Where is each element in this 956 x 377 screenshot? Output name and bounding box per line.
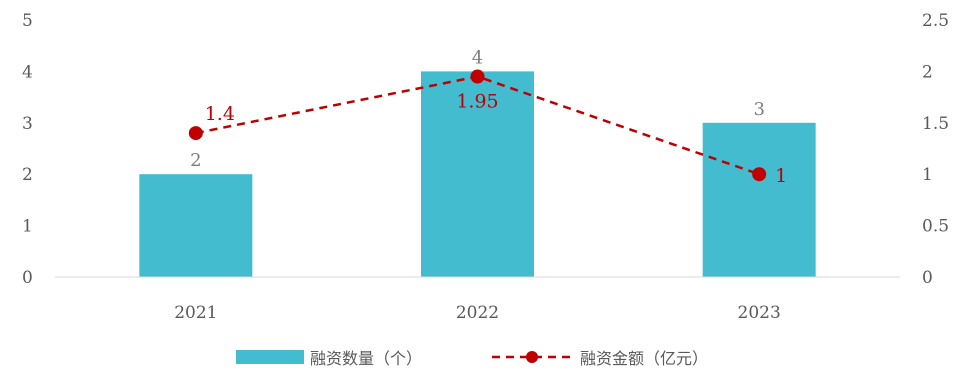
x-tick-label: 2022 xyxy=(456,303,499,323)
left-tick-label: 0 xyxy=(22,268,33,288)
left-tick-label: 5 xyxy=(22,11,33,31)
right-axis-ticks: 0 0.5 1 1.5 2 2.5 xyxy=(922,11,949,288)
line-data-label: 1.4 xyxy=(205,103,235,125)
bar-series xyxy=(139,71,816,278)
combo-chart: 0 1 2 3 4 5 0 0.5 1 1.5 2 2.5 2021 2022 2023 2 4 3 1.4… xyxy=(22,11,949,323)
bar-data-labels: 2 4 3 xyxy=(190,47,765,171)
bar-2022 xyxy=(421,71,534,278)
left-tick-label: 1 xyxy=(22,217,33,237)
right-tick-label: 2.5 xyxy=(922,11,949,31)
bar-data-label: 4 xyxy=(472,47,483,68)
left-tick-label: 2 xyxy=(22,165,33,185)
line-marker-2023 xyxy=(752,167,767,182)
legend-item-line: 融资金额（亿元） xyxy=(490,344,708,370)
right-tick-label: 0 xyxy=(922,268,933,288)
legend-bar-swatch xyxy=(236,350,304,364)
bar-data-label: 3 xyxy=(753,99,764,120)
left-tick-label: 3 xyxy=(22,114,33,134)
left-axis-ticks: 0 1 2 3 4 5 xyxy=(22,11,33,288)
line-data-label: 1.95 xyxy=(456,91,498,113)
line-marker-2021 xyxy=(188,126,203,141)
legend-item-bar: 融资数量（个） xyxy=(236,344,422,370)
bar-2023 xyxy=(702,122,816,277)
left-tick-label: 4 xyxy=(22,62,33,82)
legend-label-bar: 融资数量（个） xyxy=(310,349,423,368)
x-tick-label: 2023 xyxy=(738,303,781,323)
bar-2021 xyxy=(139,174,253,277)
right-tick-label: 0.5 xyxy=(922,217,949,237)
right-tick-label: 1.5 xyxy=(922,114,949,134)
legend-label-line: 融资金额（亿元） xyxy=(580,349,709,368)
legend-line-swatch xyxy=(492,351,572,363)
line-marker-2022 xyxy=(470,69,485,84)
x-tick-label: 2021 xyxy=(174,303,217,323)
line-data-label: 1 xyxy=(775,165,787,187)
bar-data-label: 2 xyxy=(190,150,201,171)
line-markers xyxy=(188,69,767,182)
right-tick-label: 1 xyxy=(922,165,933,185)
x-axis-ticks: 2021 2022 2023 xyxy=(174,303,781,323)
line-data-labels: 1.4 1.95 1 xyxy=(205,91,788,188)
right-tick-label: 2 xyxy=(922,62,933,82)
legend: 融资数量（个） 融资金额（亿元） xyxy=(0,344,956,370)
